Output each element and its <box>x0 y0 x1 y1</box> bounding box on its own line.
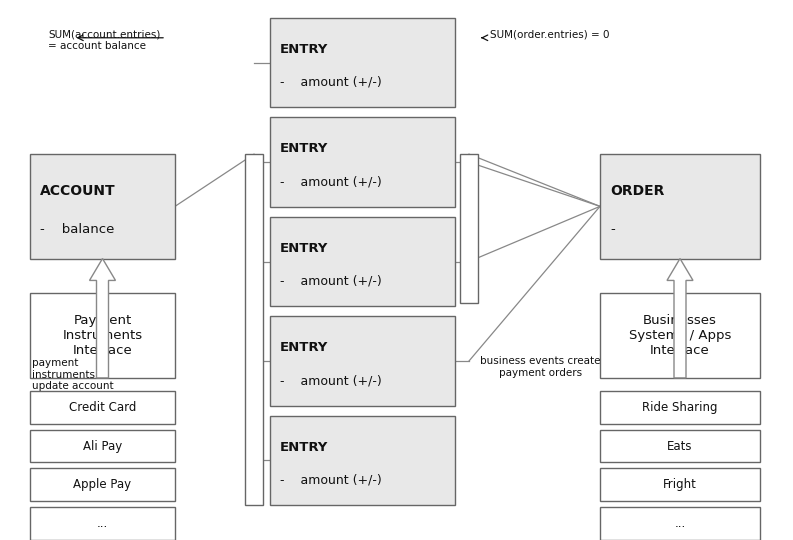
Bar <box>245 154 263 505</box>
Text: Eats: Eats <box>667 440 693 453</box>
Text: -    amount (+/-): - amount (+/-) <box>280 474 381 487</box>
Text: SUM(order.entries) = 0: SUM(order.entries) = 0 <box>490 30 610 40</box>
Text: -    amount (+/-): - amount (+/-) <box>280 176 381 188</box>
Bar <box>270 18 455 107</box>
Text: Apple Pay: Apple Pay <box>74 478 132 491</box>
Text: Credit Card: Credit Card <box>69 401 136 414</box>
Text: business events create
payment orders: business events create payment orders <box>480 356 600 377</box>
Text: -    amount (+/-): - amount (+/-) <box>280 275 381 288</box>
Text: payment
instruments
update account: payment instruments update account <box>32 358 113 391</box>
Bar <box>30 154 175 259</box>
Text: -    amount (+/-): - amount (+/-) <box>280 76 381 89</box>
Text: Payment
Instruments
Interface: Payment Instruments Interface <box>63 314 143 357</box>
Text: -: - <box>610 223 615 236</box>
Bar <box>30 391 175 424</box>
Bar <box>30 507 175 540</box>
Text: ENTRY: ENTRY <box>280 43 328 56</box>
Text: ACCOUNT: ACCOUNT <box>40 184 116 198</box>
Text: Businesses
Systems / Apps
Interface: Businesses Systems / Apps Interface <box>629 314 731 357</box>
Bar <box>30 430 175 462</box>
Bar <box>600 430 760 462</box>
Bar <box>600 391 760 424</box>
Polygon shape <box>667 259 693 378</box>
Text: SUM(account.entries)
= account balance: SUM(account.entries) = account balance <box>48 30 160 51</box>
Text: ENTRY: ENTRY <box>280 341 328 354</box>
Bar <box>30 468 175 501</box>
Polygon shape <box>90 259 116 378</box>
Text: ...: ... <box>97 517 108 530</box>
Bar <box>600 468 760 501</box>
Bar <box>270 316 455 406</box>
Text: ENTRY: ENTRY <box>280 241 328 255</box>
Text: -    balance: - balance <box>40 223 114 236</box>
Text: Fright: Fright <box>663 478 697 491</box>
Text: ...: ... <box>674 517 686 530</box>
Bar <box>270 217 455 306</box>
Bar <box>600 507 760 540</box>
Text: Ali Pay: Ali Pay <box>83 440 122 453</box>
Bar <box>270 117 455 207</box>
Bar <box>600 293 760 378</box>
Text: ENTRY: ENTRY <box>280 441 328 454</box>
Text: ENTRY: ENTRY <box>280 142 328 155</box>
Bar <box>600 154 760 259</box>
Bar <box>270 416 455 505</box>
Text: ORDER: ORDER <box>610 184 665 198</box>
Bar <box>460 154 478 303</box>
Bar <box>30 293 175 378</box>
Text: -    amount (+/-): - amount (+/-) <box>280 374 381 387</box>
Text: Ride Sharing: Ride Sharing <box>642 401 718 414</box>
